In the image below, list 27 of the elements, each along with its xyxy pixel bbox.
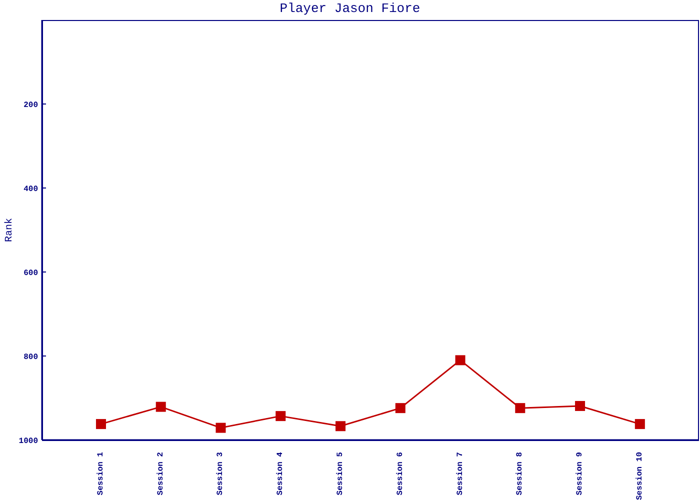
chart-title: Player Jason Fiore [278, 1, 422, 16]
x-tick-label: Session 4 [276, 452, 286, 496]
x-tick-label: Session 8 [516, 452, 525, 496]
point [575, 400, 586, 411]
point [455, 355, 466, 366]
x-tick-label: Session 6 [396, 452, 405, 496]
y-tick-label: 600 [24, 268, 38, 278]
point [515, 403, 526, 414]
point [395, 403, 406, 414]
point [276, 411, 286, 422]
x-tick-label: Session 5 [336, 452, 346, 496]
point [634, 419, 645, 430]
y-tick-label: 200 [24, 100, 38, 110]
point [96, 419, 106, 430]
y-tick-label: 1000 [18, 436, 38, 446]
x-tick-label: Session 3 [216, 452, 226, 496]
y-tick-label: 800 [24, 352, 38, 362]
point [216, 422, 226, 433]
x-tick-label: Session 2 [156, 452, 166, 496]
x-tick-label: Session 9 [576, 452, 585, 496]
x-tick-label: Session 7 [456, 452, 465, 496]
x-tick-label: Session 1 [96, 452, 106, 496]
y-tick-label: 400 [24, 184, 38, 194]
x-tick-label: Session 10 [635, 452, 644, 500]
y-axis-title: Rank [4, 218, 16, 242]
point [336, 421, 346, 432]
point [156, 402, 166, 412]
